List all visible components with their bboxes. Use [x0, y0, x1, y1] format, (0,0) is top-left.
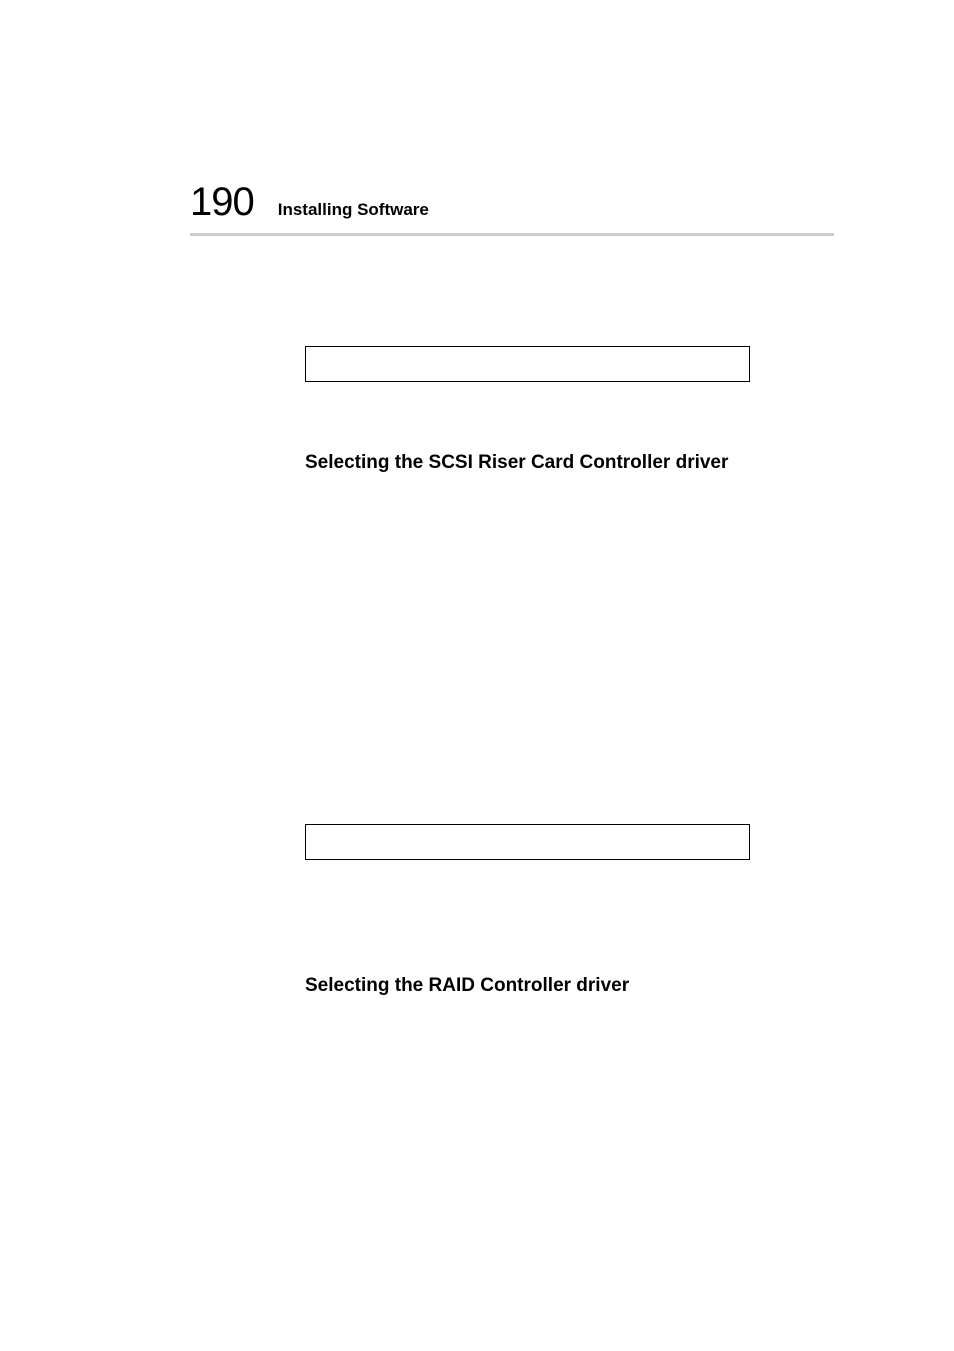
note-box-2 [305, 824, 750, 860]
content-area: Selecting the SCSI Riser Card Controller… [190, 346, 834, 997]
header-divider [190, 233, 834, 236]
section-heading-scsi: Selecting the SCSI Riser Card Controller… [305, 452, 834, 474]
section-heading-raid: Selecting the RAID Controller driver [305, 975, 834, 997]
page-title: Installing Software [278, 200, 429, 220]
note-box-1 [305, 346, 750, 382]
page-container: 190 Installing Software Selecting the SC… [0, 0, 954, 1077]
page-header: 190 Installing Software [190, 180, 834, 225]
page-number: 190 [190, 180, 254, 225]
